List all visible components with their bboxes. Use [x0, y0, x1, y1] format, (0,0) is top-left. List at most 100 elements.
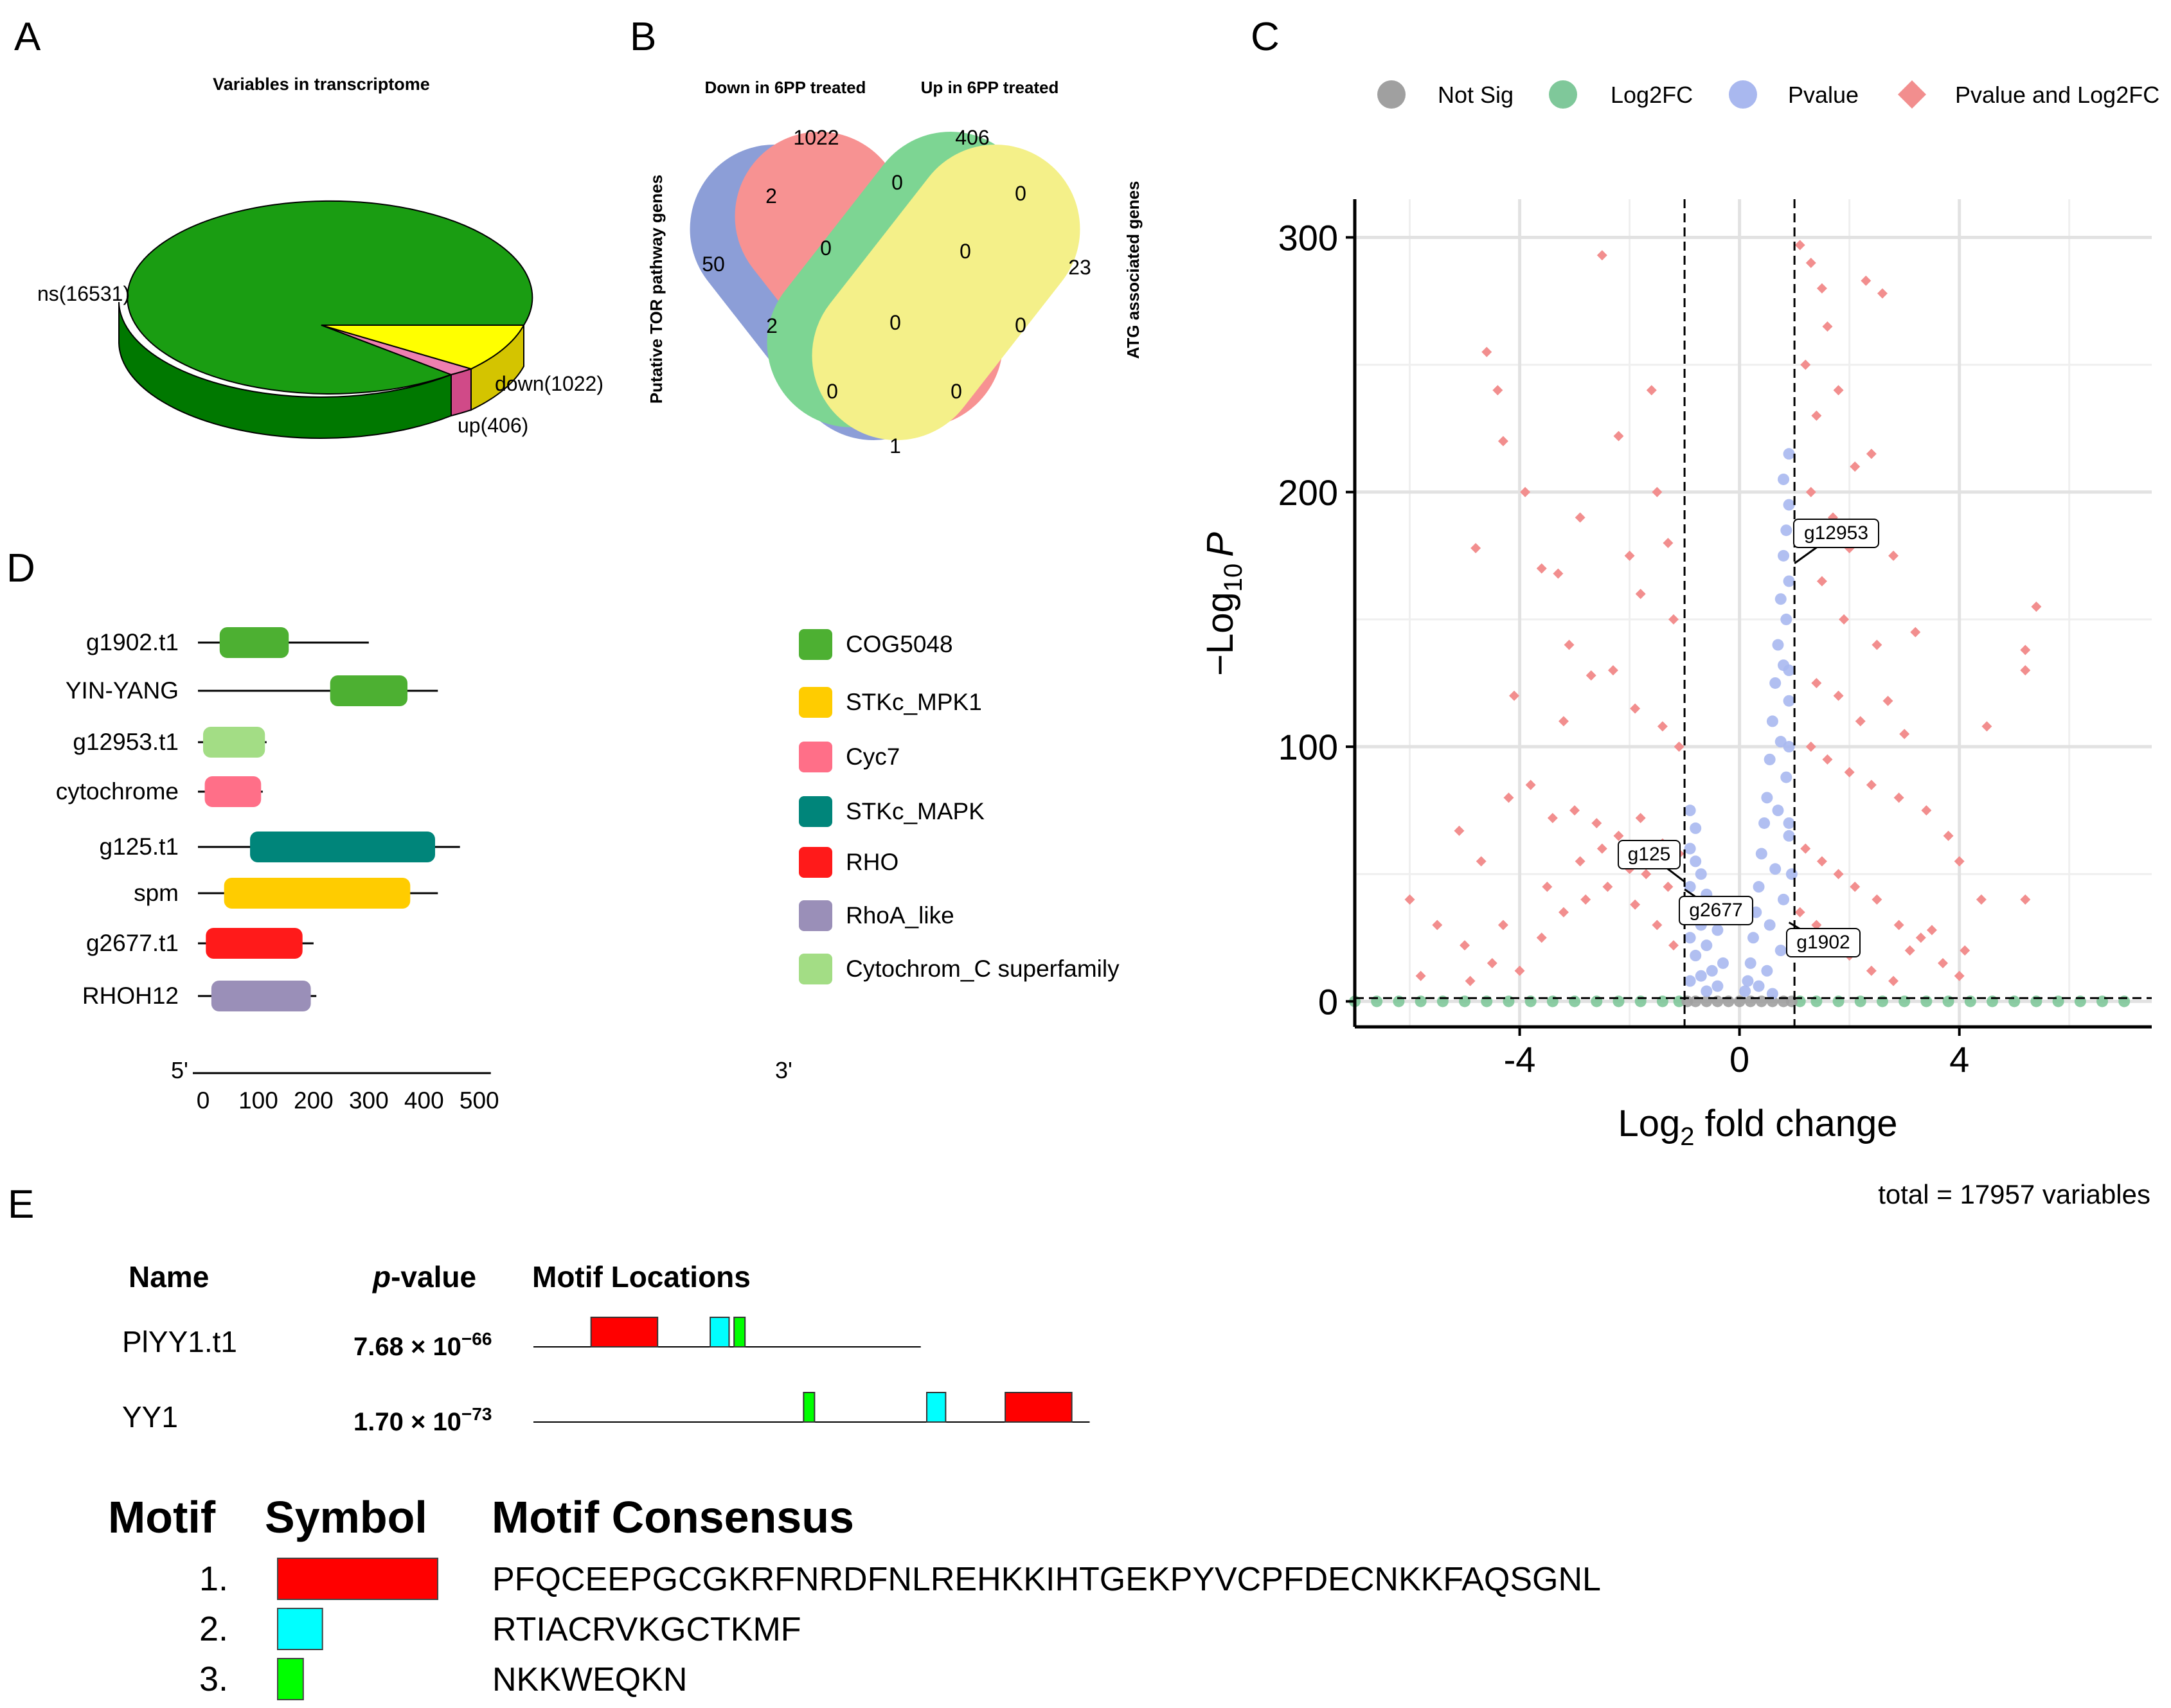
volcano-point [1630, 703, 1641, 714]
volcano-point [1624, 550, 1635, 561]
volcano-point [1497, 920, 1508, 930]
volcano-point [1766, 988, 1778, 1000]
sequence-name: YY1 [122, 1400, 178, 1434]
motif-consensus: NKKWEQKN [492, 1661, 687, 1698]
volcano-point [1487, 957, 1497, 968]
volcano-point [1684, 881, 1696, 893]
volcano-point [1910, 627, 1921, 637]
gene-name: YIN-YANG [66, 677, 179, 704]
volcano-point [1833, 869, 1844, 880]
volcano-point [1674, 742, 1684, 752]
legend-swatch [799, 687, 832, 718]
volcano-point [2020, 645, 2031, 655]
annotation-box [1618, 840, 1681, 869]
gene-name: spm [134, 880, 179, 906]
venn-count: 0 [820, 236, 832, 260]
volcano-point [1547, 813, 1558, 824]
motif-header-name: Name [129, 1260, 209, 1294]
volcano-point [1646, 385, 1657, 396]
annotation-label: g125 [1628, 844, 1671, 865]
motif-table-header-consensus: Motif Consensus [492, 1492, 854, 1542]
legend-key-log2fc [1549, 80, 1577, 109]
volcano-point [1684, 932, 1696, 944]
volcano-point [1794, 240, 1805, 251]
volcano-point [1753, 881, 1765, 893]
legend-label: Pvalue and Log2FC [1955, 82, 2159, 108]
volcano-point [1778, 473, 1790, 485]
volcano-point [1893, 792, 1904, 803]
volcano-point [1657, 721, 1668, 732]
volcano-point [1503, 792, 1514, 803]
pie-title: Variables in transcriptome [213, 75, 430, 94]
volcano-point [1783, 448, 1795, 460]
volcano-point [1833, 385, 1844, 396]
volcano-point [1780, 771, 1792, 783]
volcano-point [1635, 589, 1646, 600]
volcano-point [1596, 250, 1607, 261]
pie-slice-ns [127, 200, 533, 395]
y-tick-label: 300 [1278, 217, 1338, 258]
domain-box [224, 878, 411, 909]
volcano-point [2020, 665, 2031, 676]
volcano-point [1816, 576, 1827, 587]
motif-sequences: PlYY1.t1 7.68 × 10−66 YY1 1.70 × 10−73 [122, 1317, 1090, 1436]
volcano-point [1769, 863, 1782, 875]
x-tick-label: -4 [1504, 1039, 1536, 1080]
plot-background [1355, 199, 2152, 1027]
volcano-point [1758, 817, 1771, 829]
motif-consensus: RTIACRVKGCTKMF [492, 1611, 801, 1648]
venn-count: 0 [891, 171, 903, 194]
motif-index: 1. [199, 1560, 228, 1598]
legend-swatch [799, 629, 832, 660]
motif-block [710, 1317, 730, 1348]
panel-e: E Name p-value Motif Locations PlYY1.t1 7… [8, 1182, 1601, 1700]
sequence-pvalue: 7.68 × 10−66 [353, 1329, 492, 1361]
domain-box [204, 776, 262, 807]
legend-label: Cyc7 [846, 743, 900, 770]
volcano-y-axis-label: −Log10P [1199, 532, 1247, 676]
domain-box [250, 832, 435, 862]
motif-consensus: PFQCEEPGCGKRFNRDFNLREHKKIHTGEKPYVCPFDECN… [492, 1561, 1601, 1598]
volcano-point [1774, 593, 1787, 605]
gene-name: g12953.t1 [73, 729, 179, 755]
legend-label: RHO [846, 849, 898, 875]
volcano-point [1476, 856, 1487, 867]
volcano-point [1893, 920, 1904, 930]
volcano-point [1744, 957, 1756, 969]
motif-symbol [277, 1608, 323, 1650]
gene-name: g125.t1 [100, 833, 179, 860]
domain-box [206, 928, 303, 959]
volcano-point [1960, 945, 1970, 956]
volcano-point [1839, 614, 1850, 625]
volcano-point [1772, 805, 1784, 817]
volcano-point [1938, 957, 1949, 968]
venn-count: 0 [1015, 314, 1026, 337]
volcano-point [1766, 715, 1778, 727]
motif-header-locations: Motif Locations [532, 1260, 751, 1294]
volcano-point [1470, 542, 1481, 553]
volcano-point [1783, 695, 1795, 707]
volcano-point [1575, 512, 1586, 523]
domain-box [211, 981, 311, 1011]
panel-a: A Variables in transcriptome ns(16531) d… [14, 15, 603, 439]
venn-count: 1 [889, 434, 901, 458]
legend-label: Log2FC [1611, 82, 1693, 108]
motif-block [733, 1317, 746, 1348]
axis-tick-label: 200 [294, 1087, 334, 1114]
volcano-point [1497, 436, 1508, 447]
motif-block [590, 1317, 659, 1348]
volcano-axes: -4 0 4 0 100 200 300 [1278, 199, 2152, 1080]
axis-tick-label: 300 [349, 1087, 389, 1114]
volcano-point [1753, 980, 1765, 992]
gene-name: RHOH12 [82, 983, 179, 1009]
volcano-point [1783, 817, 1795, 829]
x-tick-label: 0 [1729, 1039, 1749, 1080]
volcano-point [1536, 932, 1547, 943]
gene-name: g2677.t1 [86, 930, 179, 956]
volcano-point [1780, 524, 1792, 537]
domain-box [219, 627, 289, 658]
volcano-point [1850, 461, 1861, 472]
volcano-x-axis-label: Log2 fold change [1618, 1103, 1897, 1151]
x-tick-label: 4 [1949, 1039, 1969, 1080]
volcano-point [1569, 805, 1580, 816]
